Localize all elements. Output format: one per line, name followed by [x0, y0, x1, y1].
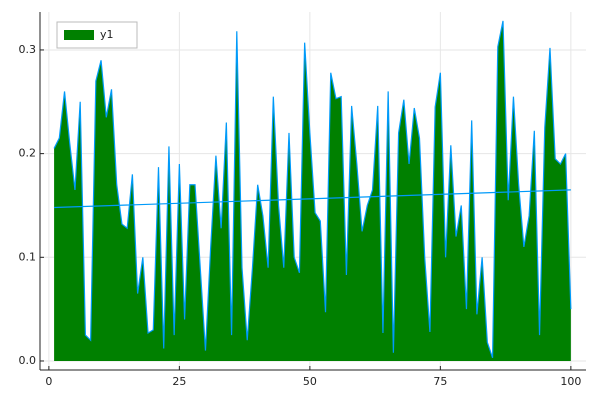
- y-tick-label: 0.3: [19, 43, 37, 56]
- x-tick-label: 50: [303, 375, 317, 388]
- x-tick-label: 0: [45, 375, 52, 388]
- y-tick-label: 0.1: [19, 250, 37, 263]
- area: [54, 20, 571, 361]
- legend-swatch: [64, 30, 94, 40]
- line: [53, 20, 572, 359]
- x-tick-label: 100: [560, 375, 581, 388]
- legend-label: y1: [100, 28, 114, 41]
- legend: y1: [56, 21, 138, 49]
- trend-line: [54, 189, 571, 209]
- x-tick-label: 75: [433, 375, 447, 388]
- y-tick-label: 0.2: [19, 147, 37, 160]
- x-tick-label: 25: [172, 375, 186, 388]
- y-tick-label: 0.0: [19, 354, 37, 367]
